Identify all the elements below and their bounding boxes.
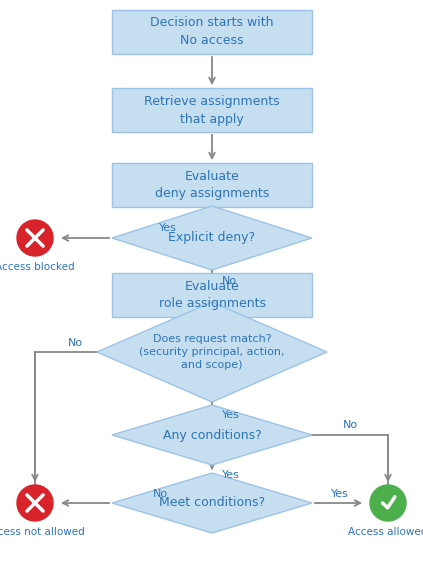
Circle shape [17, 485, 53, 521]
Text: Yes: Yes [331, 489, 349, 499]
Text: Retrieve assignments
that apply: Retrieve assignments that apply [144, 94, 280, 125]
Polygon shape [112, 206, 312, 270]
Circle shape [17, 220, 53, 256]
Polygon shape [97, 302, 327, 402]
Text: No: No [222, 276, 237, 286]
Circle shape [370, 485, 406, 521]
FancyBboxPatch shape [112, 273, 312, 317]
Text: Yes: Yes [222, 470, 240, 480]
Text: Meet conditions?: Meet conditions? [159, 497, 265, 509]
Text: No: No [67, 338, 82, 348]
Text: Evaluate
deny assignments: Evaluate deny assignments [155, 169, 269, 201]
Text: Access allowed: Access allowed [348, 527, 423, 537]
FancyBboxPatch shape [112, 88, 312, 132]
Text: Yes: Yes [159, 223, 177, 233]
Text: Explicit deny?: Explicit deny? [168, 232, 255, 244]
Polygon shape [112, 473, 312, 533]
Text: Access not allowed: Access not allowed [0, 527, 85, 537]
Text: No: No [152, 489, 168, 499]
Text: Does request match?
(security principal, action,
and scope): Does request match? (security principal,… [139, 334, 285, 370]
Text: Decision starts with
No access: Decision starts with No access [150, 17, 274, 47]
Polygon shape [112, 405, 312, 465]
Text: Any conditions?: Any conditions? [162, 428, 261, 442]
Text: No: No [343, 420, 357, 430]
Text: Evaluate
role assignments: Evaluate role assignments [159, 280, 266, 310]
Text: Access blocked: Access blocked [0, 262, 75, 272]
FancyBboxPatch shape [112, 163, 312, 207]
Text: Yes: Yes [222, 410, 240, 420]
FancyBboxPatch shape [112, 10, 312, 54]
